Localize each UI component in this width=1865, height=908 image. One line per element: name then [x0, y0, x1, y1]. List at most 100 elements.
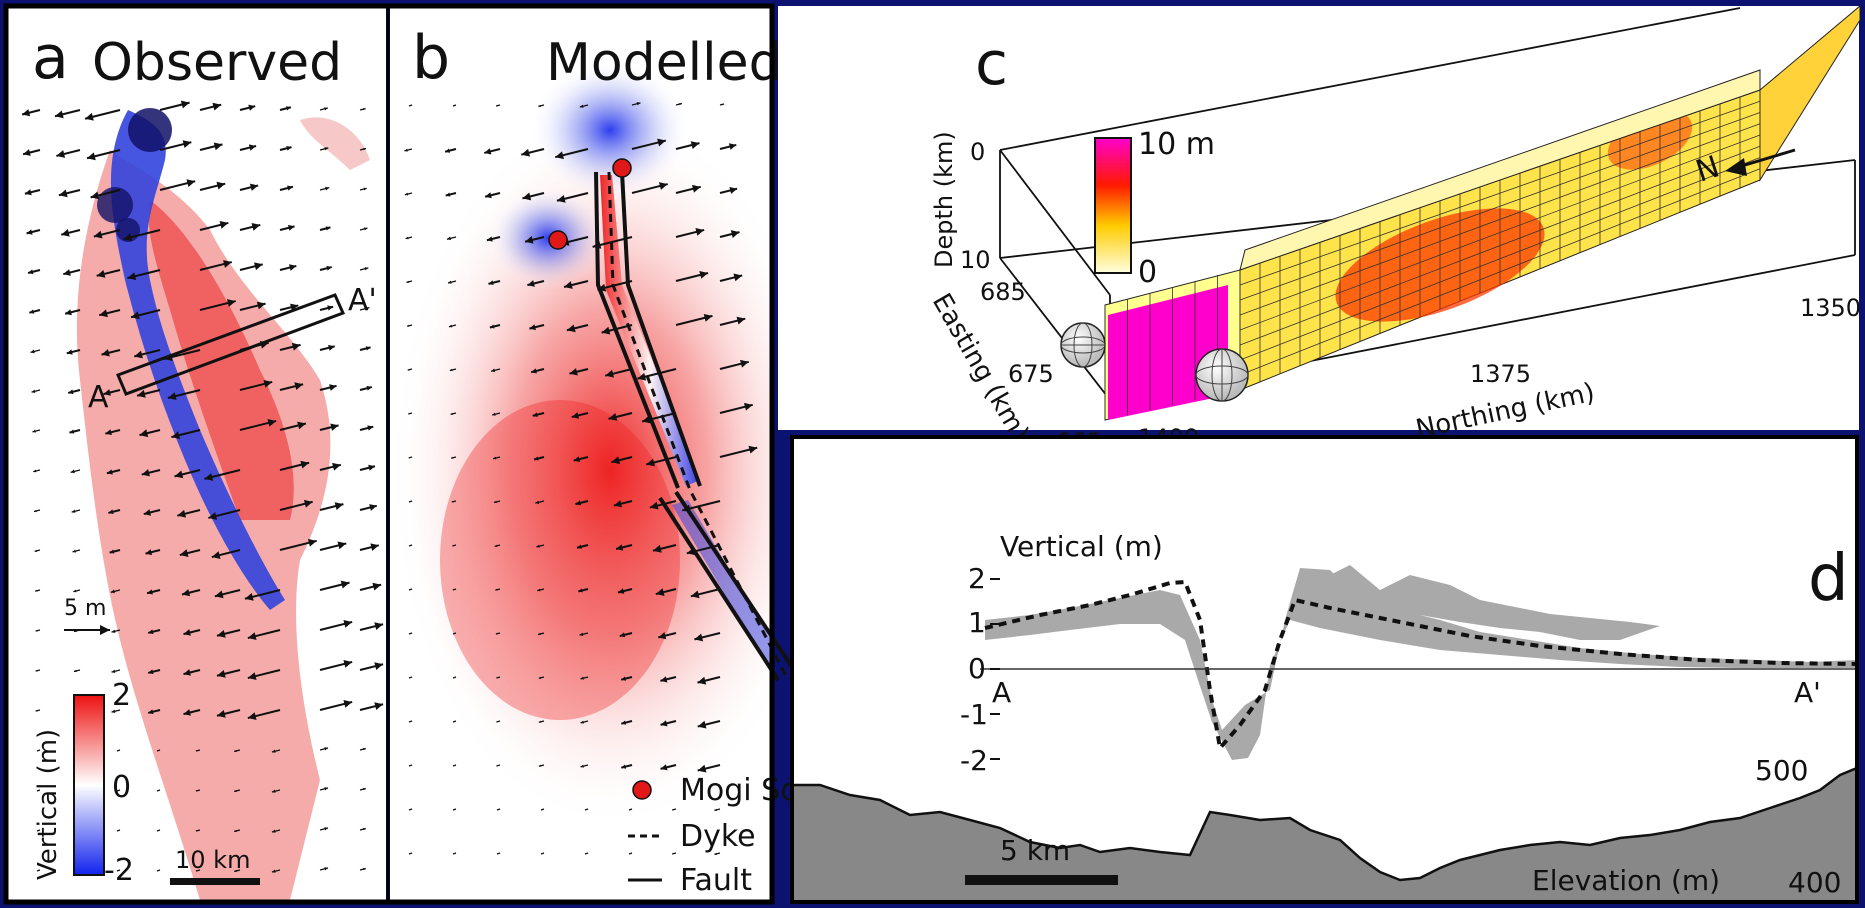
observed-arrow-head: [248, 104, 256, 111]
vertical-axis-label: Vertical (m): [1000, 530, 1163, 563]
modelled-arrow-head: [573, 456, 581, 463]
panel-b-title: Modelled: [546, 33, 782, 93]
observed-arrow-head: [29, 309, 35, 314]
modelled-vertical-line: [984, 579, 1857, 753]
legend-dyke-label: Dyke: [680, 819, 756, 854]
observed-arrow-head: [31, 389, 36, 393]
observed-arrow-head: [105, 429, 112, 436]
modelled-arrow: [408, 500, 413, 503]
observed-arrow-head: [24, 189, 32, 196]
observed-arrow-head: [254, 262, 263, 271]
modelled-arrow: [671, 852, 677, 855]
observed-arrow-head: [363, 787, 366, 791]
observed-arrow-head: [208, 512, 218, 520]
modelled-arrow-head: [494, 544, 498, 547]
vertical-tick-1: 1: [968, 606, 986, 639]
observed-arrow-head: [372, 582, 382, 591]
profile-d-start: A: [992, 676, 1011, 709]
mesh-line: [1239, 134, 1761, 331]
modelled-arrow: [628, 808, 633, 811]
modelled-arrow-head: [580, 676, 584, 680]
modelled-arrow-head: [694, 633, 704, 642]
modelled-arrow-head: [404, 148, 408, 152]
modelled-arrow: [584, 852, 589, 855]
modelled-arrow-head: [538, 720, 542, 723]
observed-arrow-head: [195, 869, 198, 872]
fault-east-north: [620, 171, 702, 487]
modelled-arrow-head: [621, 676, 627, 681]
observed-arrow-head: [330, 423, 339, 431]
observed-arrow-head: [183, 669, 191, 676]
observed-arrow-head: [367, 425, 374, 431]
observed-arrow-head: [109, 549, 115, 554]
observed-arrow-head: [147, 589, 153, 595]
observed-arrow-head: [54, 110, 64, 119]
observed-arrow-head: [328, 344, 335, 351]
panel-d-profile: Vertical (m) 2 1 0 -1 -2 A A' d 500 400 …: [790, 435, 1859, 904]
observed-arrow-head: [363, 108, 366, 111]
north-arrow-head: [1725, 158, 1747, 176]
northing-tick-1375: 1375: [1470, 360, 1531, 388]
modelled-arrow-head: [538, 764, 542, 767]
observed-arrow-head: [108, 509, 114, 515]
modelled-arrow-head: [613, 500, 623, 508]
observed-arrow: [156, 789, 161, 792]
modelled-arrow-head: [537, 588, 541, 592]
modelled-arrow-head: [690, 590, 700, 599]
observed-arrow-head: [141, 469, 150, 477]
observed-arrow-head: [340, 580, 350, 589]
modelled-arrow-head: [491, 368, 496, 373]
observed-arrow-head: [324, 747, 329, 751]
mesh-line: [1239, 145, 1761, 346]
observed-arrow-head: [288, 264, 297, 271]
observed-arrow-head: [290, 303, 299, 311]
observed-arrow-head: [134, 350, 143, 359]
fault-top-edge: [1239, 69, 1761, 271]
observed-arrow-head: [271, 869, 276, 873]
observed-arrow-head: [343, 700, 353, 708]
observed-arrow-head: [368, 464, 375, 471]
modelled-arrow: [496, 808, 501, 811]
depth-tick-0: 0: [970, 138, 985, 166]
modelled-arrow: [408, 720, 413, 723]
observed-arrow: [156, 829, 161, 832]
observed-arrow: [36, 749, 41, 752]
observed-arrow-head: [211, 551, 221, 559]
modelled-arrow-head: [619, 632, 626, 638]
observed-arrow-head: [297, 421, 306, 430]
panel-d-frame: [790, 435, 1859, 904]
observed-arrow-head: [111, 709, 116, 713]
modelled-arrow-head: [569, 368, 578, 376]
modelled-arrow: [452, 808, 457, 811]
observed-arrow-head: [271, 789, 276, 793]
observed-arrow-head: [234, 869, 237, 873]
panel-c-letter: c: [975, 29, 1008, 99]
mogi-sphere-2: [1195, 348, 1249, 402]
observed-arrow-head: [213, 142, 223, 151]
modelled-arrow-head: [404, 192, 409, 196]
observed-arrow-head: [131, 311, 140, 320]
modelled-arrow: [408, 412, 413, 415]
observed-arrow: [156, 749, 161, 752]
observed-arrow-head: [291, 342, 301, 351]
modelled-arrow-head: [748, 445, 758, 454]
modelled-arrow-head: [579, 104, 584, 108]
modelled-arrow-head: [525, 236, 534, 244]
modelled-arrow-head: [616, 544, 624, 551]
colorbar-a-tick-bottom: -2: [104, 853, 134, 888]
modelled-arrow-head: [445, 148, 451, 153]
modelled-arrow-head: [538, 632, 541, 636]
observed-arrow-head: [32, 429, 36, 433]
observed-arrow-head: [363, 827, 366, 831]
modelled-arrow-head: [571, 412, 580, 419]
modelled-arrow: [540, 852, 545, 855]
observed-arrow-head: [343, 620, 353, 628]
colorbar-c-bottom: 0: [1138, 255, 1157, 290]
modelled-arrow-head: [714, 808, 717, 811]
modelled-arrow-head: [679, 102, 682, 106]
observed-arrow-head: [182, 140, 192, 148]
elevation-tick-500: 500: [1755, 754, 1808, 787]
modelled-arrow-head: [451, 500, 454, 503]
modelled-arrow-head: [448, 280, 452, 284]
observed-arrow-head: [186, 179, 196, 188]
